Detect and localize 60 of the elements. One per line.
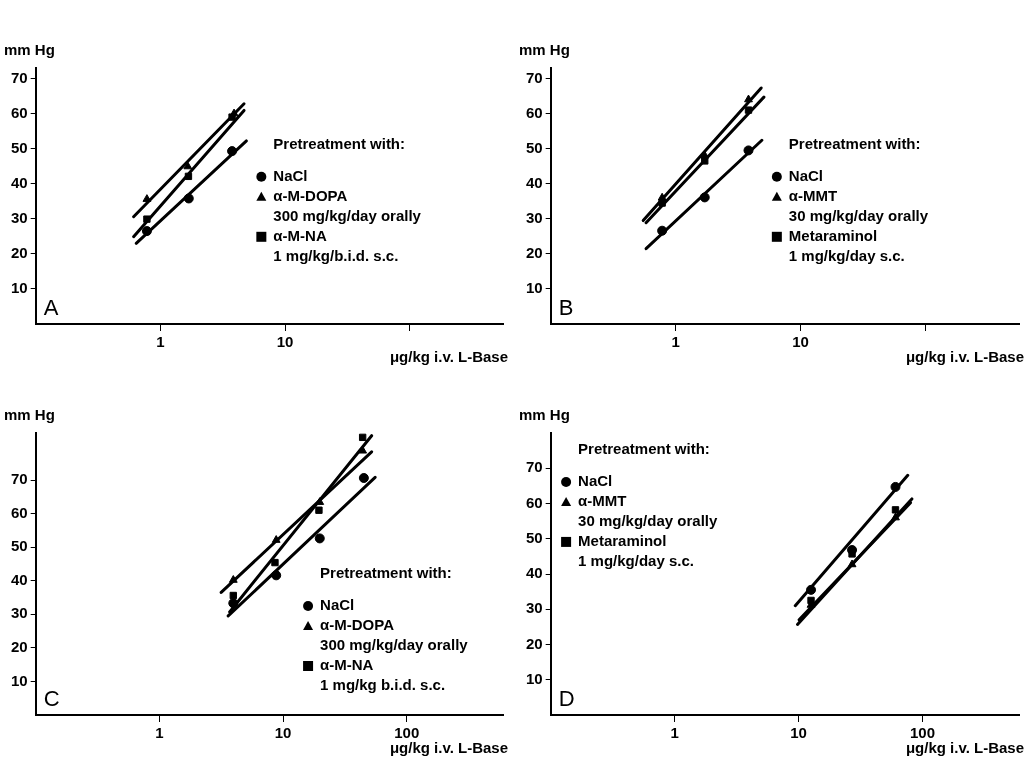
- y-tick-label: 70: [526, 68, 543, 86]
- legend-title: Pretreatment with:: [788, 134, 921, 152]
- y-tick-label: 70: [11, 470, 28, 488]
- y-tick-label: 60: [11, 503, 28, 521]
- x-axis-title: μg/kg i.v. L-Base: [389, 347, 508, 365]
- y-tick-label: 70: [11, 68, 28, 86]
- x-tick-label: 10: [790, 724, 807, 742]
- legend-label: α-M-NA 1 mg/kg b.i.d. s.c.: [320, 656, 446, 694]
- y-tick-label: 30: [526, 208, 543, 226]
- y-tick-label: 40: [526, 564, 543, 582]
- legend-label: α-M-NA 1 mg/kg/b.i.d. s.c.: [273, 226, 399, 264]
- y-tick-label: 60: [526, 103, 543, 121]
- annotation: B: [558, 295, 574, 321]
- legend-label: NaCl: [273, 166, 308, 184]
- legend-label: α-MMT 30 mg/kg/day orally: [578, 492, 718, 530]
- y-tick-label: 20: [11, 638, 28, 655]
- legend-label: Metaraminol 1 mg/kg/day s.c.: [788, 226, 905, 264]
- y-tick-label: 50: [11, 537, 28, 555]
- y-tick-label: 60: [526, 493, 543, 511]
- x-tick-label: 1: [156, 333, 165, 351]
- legend-label: NaCl: [578, 472, 613, 490]
- y-tick-label: 40: [11, 570, 28, 588]
- annotation: D: [558, 686, 575, 712]
- x-tick-label: 1: [671, 333, 680, 351]
- y-axis-title: mm Hg: [519, 405, 570, 423]
- y-tick-label: 50: [526, 528, 543, 546]
- y-tick-label: 30: [11, 208, 28, 226]
- y-tick-label: 40: [11, 173, 28, 191]
- legend-title: Pretreatment with:: [273, 134, 406, 152]
- y-tick-label: 10: [526, 669, 543, 687]
- legend-label: NaCl: [788, 166, 824, 184]
- y-tick-label: 20: [526, 634, 543, 652]
- legend-title: Pretreatment with:: [320, 564, 452, 582]
- y-tick-label: 50: [526, 138, 543, 156]
- x-axis-title: μg/kg i.v. L-Base: [905, 347, 1024, 365]
- y-tick-label: 10: [11, 279, 28, 297]
- x-tick-label: 10: [276, 333, 294, 351]
- y-tick-label: 50: [11, 138, 28, 156]
- y-tick-label: 10: [526, 279, 543, 297]
- y-tick-label: 10: [11, 671, 28, 689]
- x-tick-label: 1: [155, 724, 164, 742]
- legend-label: NaCl: [320, 596, 355, 614]
- legend-title: Pretreatment with:: [578, 440, 710, 458]
- y-axis-title: mm Hg: [4, 405, 55, 423]
- annotation: C: [43, 686, 60, 712]
- x-tick-label: 10: [274, 724, 292, 742]
- legend-label: Metaraminol 1 mg/kg/day s.c.: [578, 532, 694, 570]
- y-axis-title: mm Hg: [519, 40, 570, 58]
- y-tick-label: 30: [526, 599, 543, 617]
- y-tick-label: 20: [11, 244, 28, 261]
- y-tick-label: 40: [526, 173, 543, 191]
- x-tick-label: 10: [792, 333, 809, 351]
- y-tick-label: 20: [526, 244, 543, 261]
- legend-label: α-MMT 30 mg/kg/day orally: [788, 186, 929, 224]
- y-tick-label: 60: [11, 103, 28, 121]
- y-axis-title: mm Hg: [4, 40, 55, 58]
- x-tick-label: 1: [670, 724, 679, 742]
- annotation: A: [43, 295, 59, 321]
- y-tick-label: 30: [11, 604, 28, 622]
- y-tick-label: 70: [526, 458, 543, 476]
